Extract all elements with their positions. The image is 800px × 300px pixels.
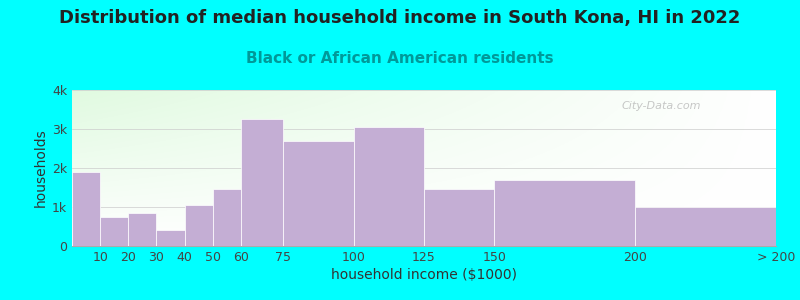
Y-axis label: households: households (34, 129, 48, 207)
Bar (213, 190, 241, 246)
Bar (72, 172, 100, 246)
Bar (128, 213, 157, 246)
Text: Distribution of median household income in South Kona, HI in 2022: Distribution of median household income … (59, 9, 741, 27)
Bar (185, 205, 213, 246)
Text: City-Data.com: City-Data.com (621, 101, 701, 111)
Bar (424, 190, 494, 246)
Bar (241, 119, 283, 246)
Bar (157, 230, 185, 246)
Bar (283, 141, 354, 246)
Bar (100, 217, 128, 246)
Bar (354, 127, 424, 246)
X-axis label: household income ($1000): household income ($1000) (331, 268, 517, 282)
Bar (635, 207, 776, 246)
Bar (494, 180, 635, 246)
Text: Black or African American residents: Black or African American residents (246, 51, 554, 66)
